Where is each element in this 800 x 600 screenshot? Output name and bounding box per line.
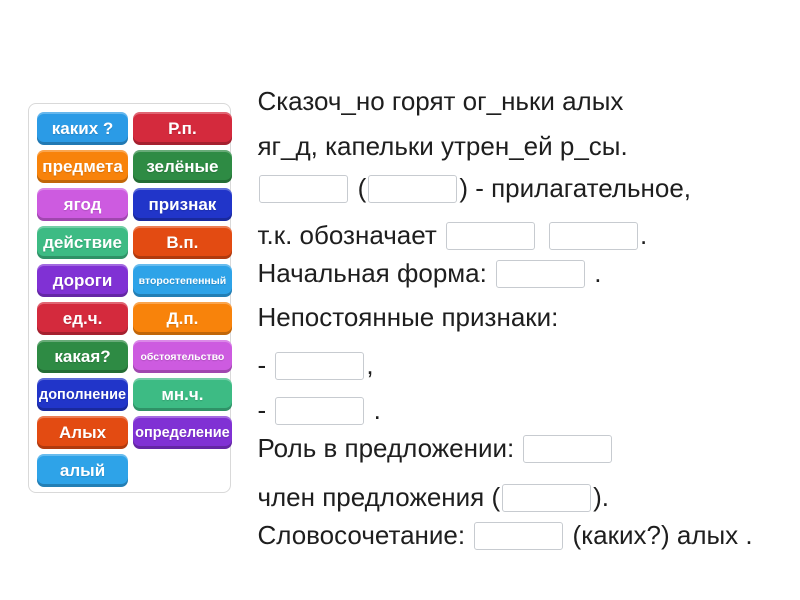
word-tile[interactable]: обстоятельство — [133, 340, 232, 373]
word-tile[interactable]: Алых — [37, 416, 129, 449]
word-tile[interactable]: предмета — [37, 150, 129, 183]
sentence-text: Начальная форма: — [257, 258, 495, 288]
sentence-line-9: Роль в предложении: — [243, 403, 614, 463]
sentence-text: , — [366, 350, 374, 380]
answer-blank[interactable] — [445, 222, 535, 250]
answer-blank[interactable] — [496, 260, 586, 288]
word-tile[interactable]: дороги — [37, 264, 129, 297]
answer-blank[interactable] — [523, 435, 613, 463]
sentence-line-11: Словосочетание: (каких?) алых . — [243, 490, 753, 550]
word-tile[interactable]: Д.п. — [133, 302, 232, 335]
sentence-text: яг_д, капельки утрен_ей р_сы. — [257, 131, 628, 161]
word-tile[interactable]: зелёные — [133, 150, 232, 183]
sentence-line-7: - , — [243, 320, 374, 380]
sentence-text: - — [257, 395, 274, 425]
sentence-line-5: Начальная форма: . — [243, 228, 602, 288]
sentence-text: т.к. обозначает — [257, 220, 444, 250]
sentence-text: ( — [350, 173, 367, 203]
sentence-text: Непостоянные признаки: — [257, 302, 559, 332]
answer-blank[interactable] — [275, 352, 365, 380]
sentence-text: член предложения ( — [257, 482, 501, 512]
answer-blank[interactable] — [275, 397, 365, 425]
word-tile[interactable]: ед.ч. — [37, 302, 129, 335]
word-bank-panel: каких ? Р.п. предмета зелёные ягод призн… — [28, 103, 232, 493]
word-tile[interactable]: Р.п. — [133, 112, 232, 145]
answer-blank[interactable] — [474, 522, 564, 550]
sentence-text: ). — [593, 482, 610, 512]
sentence-line-4: т.к. обозначает . — [243, 190, 647, 250]
sentence-text: . — [366, 395, 381, 425]
sentence-line-3: ( ) - прилагательное, — [243, 143, 691, 203]
sentence-text: - — [257, 350, 274, 380]
sentence-text: . — [587, 258, 602, 288]
sentence-line-6: Непостоянные признаки: — [243, 272, 558, 332]
sentence-text: Роль в предложении: — [257, 433, 522, 463]
sentence-line-10: член предложения (). — [243, 452, 609, 512]
sentence-text: . — [639, 220, 648, 250]
answer-blank[interactable] — [368, 175, 458, 203]
word-tile[interactable]: признак — [133, 188, 232, 221]
word-tile[interactable]: какая? — [37, 340, 129, 373]
word-tile[interactable]: каких ? — [37, 112, 129, 145]
sentence-text: Сказоч_но горят ог_ньки алых — [257, 86, 624, 116]
word-tile[interactable]: мн.ч. — [133, 378, 232, 411]
word-tile[interactable]: действие — [37, 226, 129, 259]
word-tile[interactable]: определение — [133, 416, 232, 449]
sentence-text: ) - прилагательное, — [459, 173, 692, 203]
sentence-line-2: яг_д, капельки утрен_ей р_сы. — [243, 101, 628, 161]
word-tile[interactable]: дополнение — [37, 378, 129, 411]
answer-blank[interactable] — [259, 175, 349, 203]
sentence-text: Словосочетание: — [257, 520, 473, 550]
word-tile[interactable]: второстепенный — [133, 264, 232, 297]
word-tile[interactable]: В.п. — [133, 226, 232, 259]
sentence-line-8: - . — [243, 365, 381, 425]
answer-blank[interactable] — [502, 484, 592, 512]
word-tile[interactable]: алый — [37, 454, 129, 487]
answer-blank[interactable] — [548, 222, 638, 250]
sentence-text: (каких?) алых . — [565, 520, 753, 550]
sentence-line-1: Сказоч_но горят ог_ньки алых — [243, 56, 623, 116]
word-tile[interactable]: ягод — [37, 188, 129, 221]
